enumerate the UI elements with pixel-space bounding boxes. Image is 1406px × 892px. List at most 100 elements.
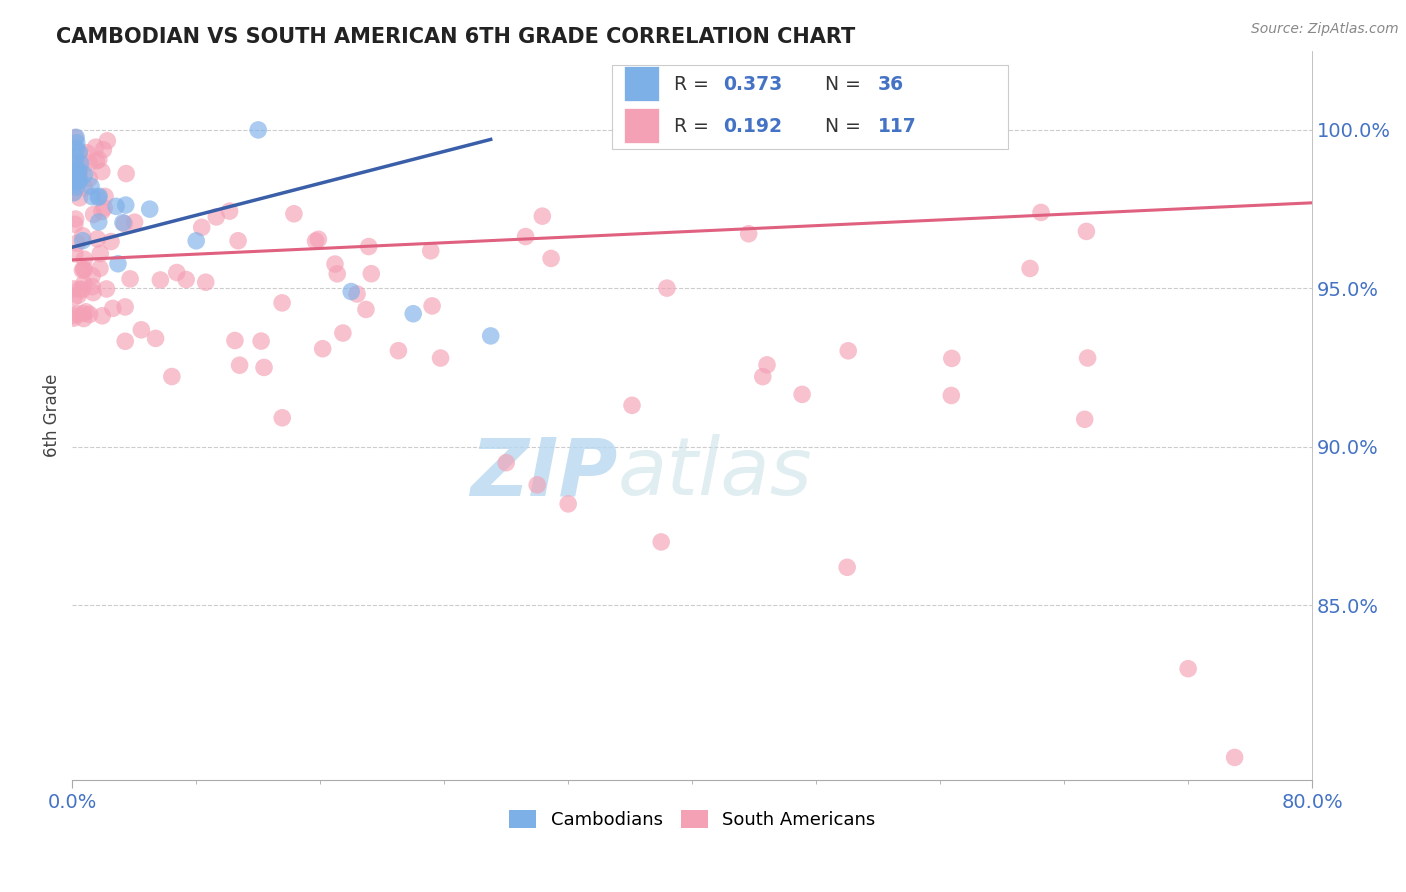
Point [80,189,103,203]
Point [190,220,212,235]
Point [271,296,294,310]
Point [62,173,84,187]
Point [941,388,963,402]
Point [87,153,110,167]
Point [77,171,100,186]
Point [312,342,335,356]
Point [332,326,354,340]
Point [360,267,382,281]
Point [340,285,363,299]
Point [1029,205,1052,219]
Point [354,302,377,317]
Point [837,343,859,358]
Point [73,181,96,195]
Point [737,227,759,241]
Point [120,272,142,286]
Point [73,262,96,277]
Point [323,257,346,271]
Y-axis label: 6th Grade: 6th Grade [44,374,60,457]
Point [837,560,859,574]
Point [145,331,167,345]
Point [941,351,963,366]
Point [1223,750,1246,764]
Point [479,329,502,343]
Point [89,246,111,260]
Point [495,456,517,470]
Point [87,190,110,204]
Point [63,130,86,145]
Point [72,263,94,277]
Point [271,410,294,425]
Point [65,150,87,164]
Bar [624,108,658,143]
Point [326,267,349,281]
Text: 36: 36 [879,75,904,95]
Point [63,166,86,180]
Point [419,244,441,258]
Point [63,246,86,260]
Point [166,265,188,279]
Point [62,309,84,323]
Point [1076,224,1098,238]
Point [67,163,90,178]
Point [101,301,124,316]
Point [515,229,537,244]
Point [650,535,672,549]
Point [160,369,183,384]
Point [86,232,108,246]
Point [186,234,208,248]
Point [115,167,138,181]
Point [420,299,443,313]
Text: N =: N = [825,75,866,95]
Point [72,228,94,243]
Point [111,216,134,230]
Point [72,306,94,320]
Text: R =: R = [673,75,714,95]
Point [174,272,197,286]
Point [69,191,91,205]
Point [89,189,111,203]
Point [1073,412,1095,426]
Point [75,305,97,319]
Point [96,282,118,296]
Point [73,262,96,277]
Point [205,210,228,224]
Point [62,291,84,305]
Point [93,143,115,157]
Point [253,360,276,375]
Point [65,130,87,145]
Text: Source: ZipAtlas.com: Source: ZipAtlas.com [1251,22,1399,37]
Text: 117: 117 [879,117,917,136]
Point [346,287,368,301]
Point [218,204,240,219]
Point [94,189,117,203]
Point [107,257,129,271]
Point [557,497,579,511]
Point [66,236,89,251]
Point [526,478,548,492]
Point [69,161,91,175]
Point [114,334,136,349]
Point [82,285,104,300]
Point [1077,351,1099,365]
Point [228,358,250,372]
Point [1177,662,1199,676]
FancyBboxPatch shape [612,65,1008,149]
Point [65,212,87,227]
Point [65,180,87,194]
Point [67,164,90,178]
Point [63,152,86,166]
Point [66,136,89,150]
Point [90,164,112,178]
Point [63,158,86,172]
Point [82,268,104,283]
Point [67,164,90,178]
Text: ZIP: ZIP [471,434,617,513]
Point [67,145,90,160]
Point [756,358,779,372]
Point [62,311,84,326]
Point [67,169,90,184]
Point [790,387,813,401]
Point [531,209,554,223]
Point [67,174,90,188]
